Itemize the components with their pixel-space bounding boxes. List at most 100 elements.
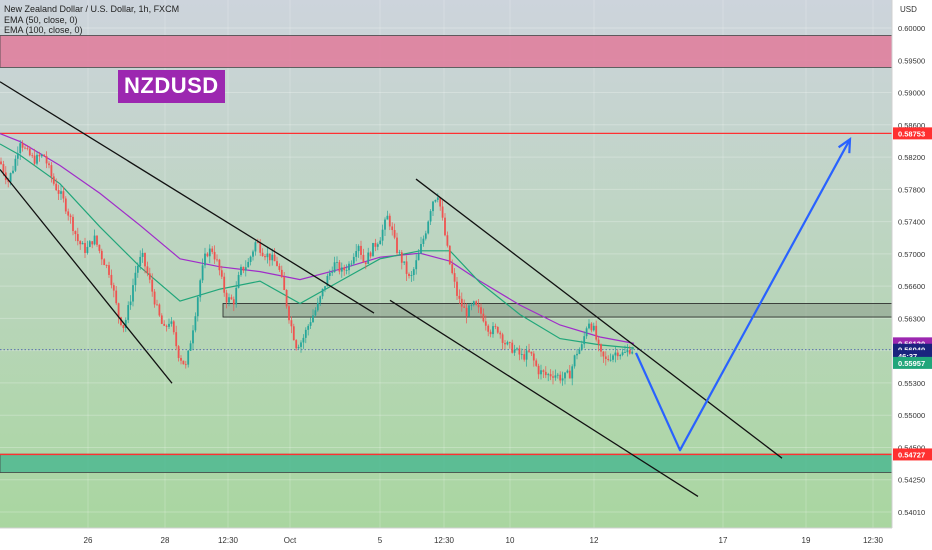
candle-body: [165, 325, 168, 327]
candle-body: [554, 375, 557, 378]
candle-body: [175, 332, 178, 347]
candle-body: [456, 281, 458, 296]
candle-body: [129, 301, 132, 306]
candle-body: [444, 217, 446, 236]
candle-body: [115, 290, 118, 304]
projection-path: [634, 138, 851, 452]
x-tick-label: 12: [590, 536, 599, 545]
candle-body: [429, 211, 432, 222]
candle-body: [384, 219, 386, 230]
candle-body: [69, 215, 72, 217]
candle-body: [345, 270, 348, 271]
price-axis[interactable]: [892, 0, 932, 550]
candle-body: [451, 264, 454, 274]
candle-body: [189, 343, 192, 351]
candle-body: [350, 263, 353, 265]
candle-body: [84, 242, 86, 253]
candle-body: [204, 253, 206, 266]
candle-body: [316, 302, 319, 311]
time-axis[interactable]: [0, 528, 892, 550]
candle-body: [235, 287, 238, 305]
candle-body: [410, 275, 413, 276]
x-tick-label: 19: [802, 536, 811, 545]
candle-body: [588, 323, 590, 329]
candle-body: [72, 216, 74, 232]
candle-body: [100, 250, 103, 260]
y-tick-label: 0.58600: [898, 121, 925, 130]
candle-body: [386, 215, 389, 220]
candle-body: [523, 354, 526, 360]
candle-body: [499, 332, 502, 335]
candle-body: [372, 242, 374, 257]
candle-body: [259, 242, 262, 253]
candle-body: [60, 191, 62, 194]
candle-body: [535, 360, 538, 366]
price-label: 0.55957: [898, 359, 925, 368]
candle-body: [88, 241, 91, 247]
candle-body: [103, 259, 106, 266]
candle-body: [309, 322, 312, 326]
candle-body: [614, 352, 617, 356]
candle-body: [136, 265, 139, 273]
candle-body: [31, 155, 34, 157]
candle-body: [506, 342, 509, 345]
ema50-line: [0, 143, 635, 349]
candle-body: [343, 267, 346, 271]
candle-body: [314, 310, 317, 316]
candle-body: [580, 344, 583, 350]
y-tick-label: 0.57800: [898, 185, 925, 194]
projection: [634, 136, 852, 452]
candle-body: [271, 254, 274, 261]
candle-body: [177, 346, 180, 358]
y-tick-label: 0.57000: [898, 250, 925, 259]
candle-body: [146, 266, 149, 274]
candle-body: [412, 269, 415, 276]
candle-body: [249, 256, 252, 262]
candle-body: [400, 252, 403, 263]
candle-body: [420, 244, 422, 254]
candle-body: [122, 325, 125, 329]
x-tick-label: Oct: [284, 536, 297, 545]
candle-body: [172, 321, 175, 333]
candle-body: [626, 350, 629, 353]
candle-body: [292, 326, 295, 341]
candle-body: [528, 350, 530, 352]
candle-body: [300, 342, 302, 347]
candle-body: [170, 321, 173, 324]
candle-body: [74, 231, 77, 235]
trendline: [415, 178, 783, 459]
candle-body: [501, 334, 504, 343]
indicator-ema100[interactable]: EMA (100, close, 0): [4, 25, 83, 35]
price-label: 0.54727: [898, 450, 925, 459]
candle-body: [124, 320, 127, 329]
trendline: [389, 299, 699, 498]
candle-body: [487, 325, 490, 332]
candle-body: [352, 256, 355, 264]
y-tick-label: 0.54010: [898, 508, 925, 517]
candle-body: [573, 355, 576, 367]
candle-body: [597, 339, 600, 345]
candle-body: [91, 241, 94, 245]
candle-body: [211, 248, 214, 252]
indicator-ema50[interactable]: EMA (50, close, 0): [4, 14, 78, 25]
supply-zone: [0, 35, 893, 68]
candle-body: [376, 244, 379, 247]
candle-body: [144, 252, 146, 267]
candle-body: [571, 366, 574, 379]
candle-body: [362, 254, 365, 263]
candle-body: [52, 176, 55, 184]
price-label-bg: [893, 127, 932, 140]
chart-legend: New Zealand Dollar / U.S. Dollar, 1h, FX…: [4, 4, 179, 36]
candle-body: [86, 246, 89, 253]
candle-body: [280, 269, 283, 278]
candle-body: [559, 374, 562, 381]
candle-body: [458, 295, 461, 299]
candle-body: [228, 297, 230, 303]
candle-body: [36, 154, 38, 164]
candle-body: [160, 315, 163, 324]
candle-body: [326, 275, 329, 287]
candle-body: [348, 263, 350, 271]
